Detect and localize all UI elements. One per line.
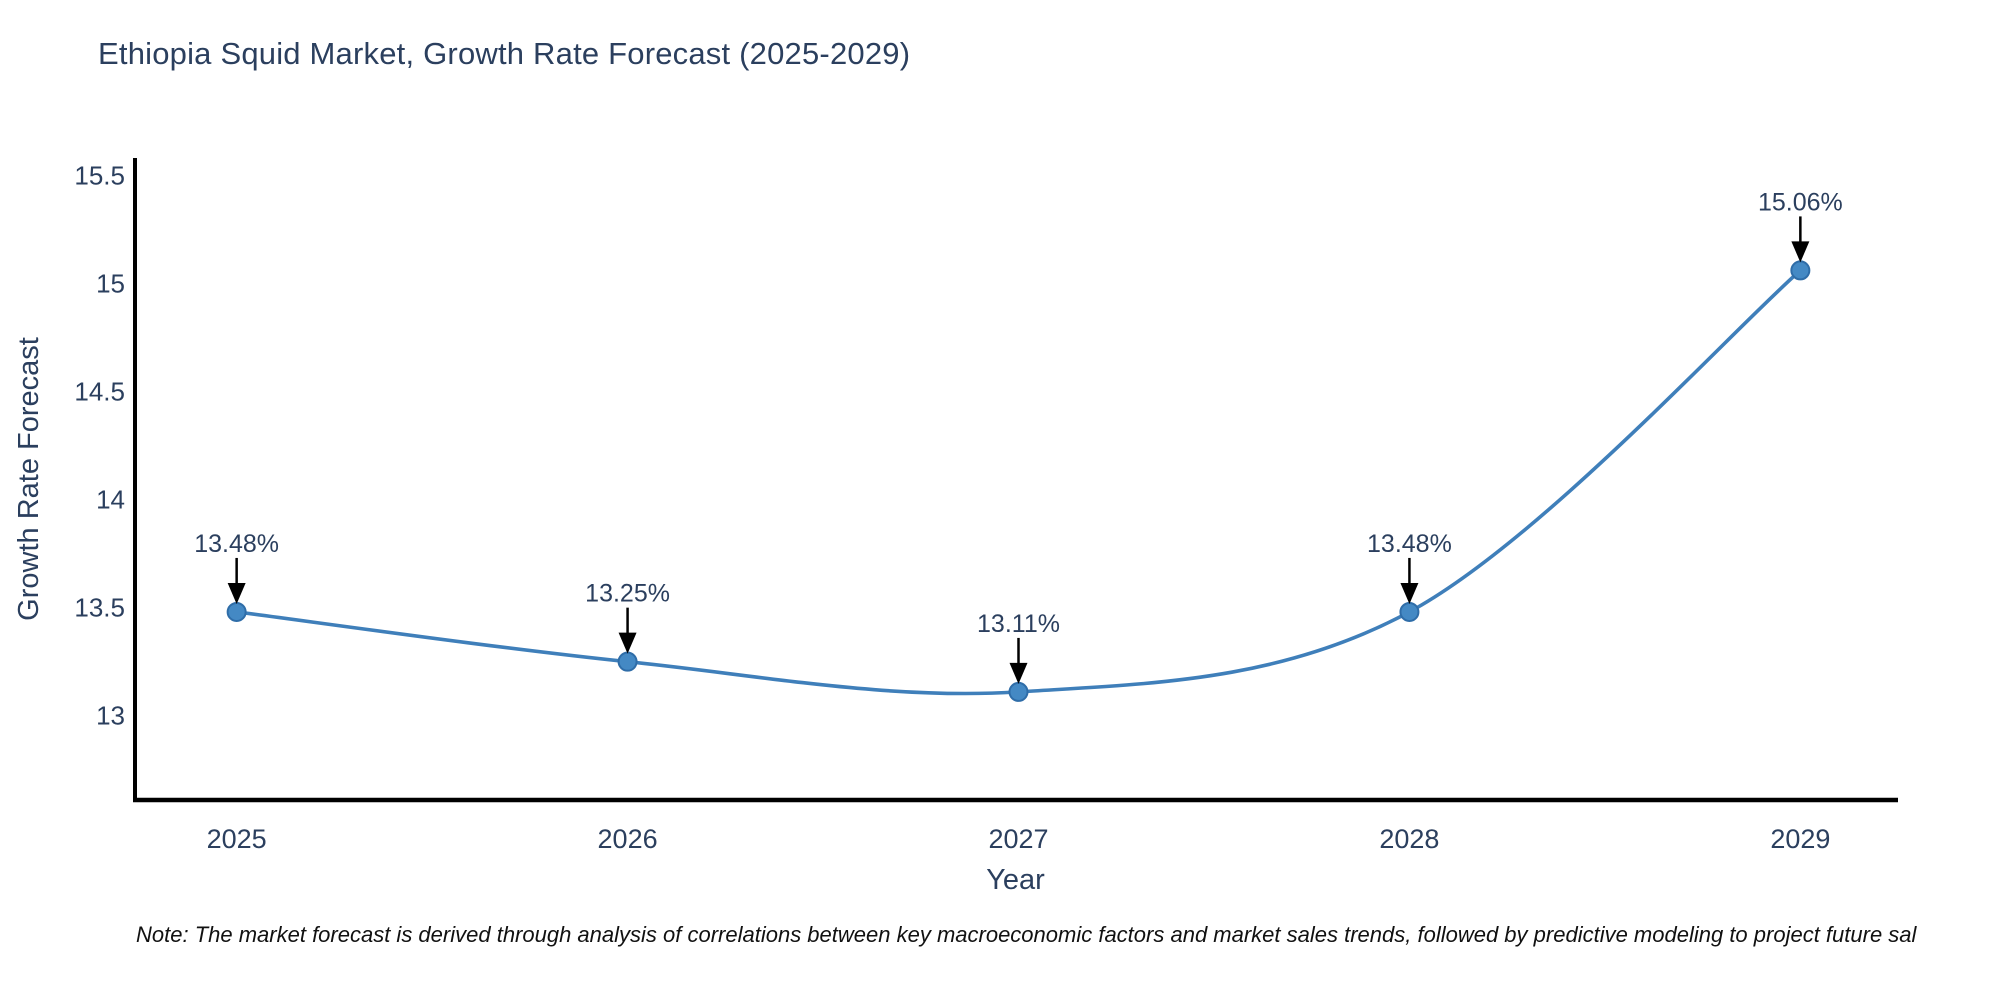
data-point-marker	[617, 651, 638, 672]
x-axis-tick-label: 2028	[1379, 824, 1439, 854]
annotation-arrow-head	[1400, 582, 1419, 604]
x-axis-title: Year	[986, 864, 1045, 896]
annotation-arrow-head	[227, 582, 246, 604]
x-axis-tick-label: 2026	[598, 824, 658, 854]
data-point-value-label: 13.25%	[585, 580, 670, 608]
y-axis-tick-label: 14.5	[74, 376, 125, 406]
series-line	[234, 268, 1803, 696]
data-point-value-label: 13.11%	[977, 610, 1060, 638]
x-axis-tick-label: 2027	[988, 824, 1048, 854]
annotation-arrow-head	[618, 632, 637, 654]
y-axis-tick-label: 15.5	[74, 160, 125, 190]
annotation-arrow-head	[1791, 241, 1810, 263]
data-point-value-label: 15.06%	[1758, 188, 1843, 216]
annotation-arrow-head	[1009, 662, 1028, 684]
x-axis-tick-label: 2025	[207, 824, 267, 854]
data-point-value-label: 13.48%	[1367, 530, 1452, 558]
x-axis-tick-label: 2029	[1770, 824, 1830, 854]
data-point-marker	[1008, 681, 1029, 702]
chart-title: Ethiopia Squid Market, Growth Rate Forec…	[98, 36, 911, 71]
y-axis-tick-label: 14	[96, 485, 125, 515]
data-point-marker	[1399, 601, 1420, 622]
y-axis-tick-label: 15	[96, 268, 125, 298]
y-axis-tick-label: 13.5	[74, 593, 125, 623]
chart-footnote: Note: The market forecast is derived thr…	[136, 922, 1917, 947]
data-point-value-label: 13.48%	[194, 530, 279, 558]
data-point-marker	[226, 601, 247, 622]
y-axis-title: Growth Rate Forecast	[13, 337, 45, 621]
data-point-marker	[1790, 260, 1811, 281]
y-axis-tick-label: 13	[96, 701, 125, 731]
